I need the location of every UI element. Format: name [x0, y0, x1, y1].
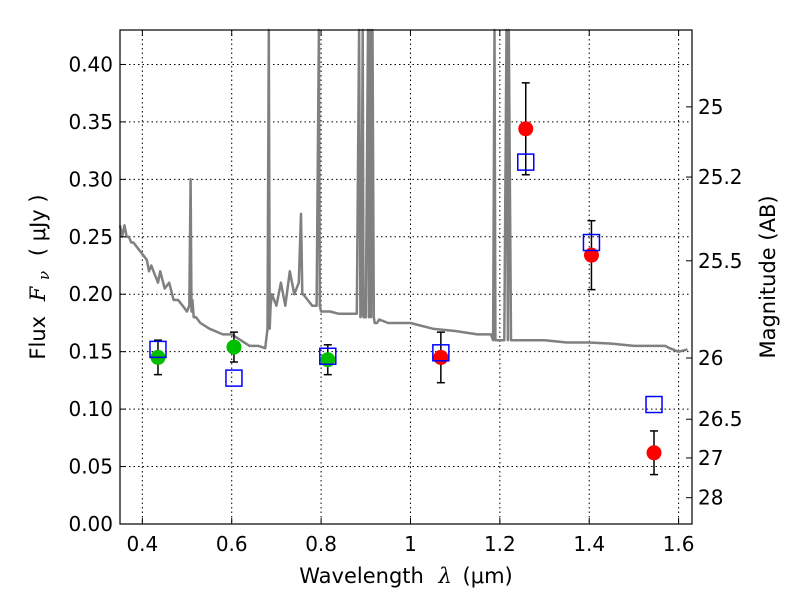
x-axis-label: Wavelength λ (μm) — [299, 564, 512, 588]
model-point — [432, 344, 450, 362]
data-point — [320, 352, 336, 368]
data-point — [518, 121, 534, 137]
x-tick-label: 1 — [404, 532, 417, 556]
y-tick-label: 0.20 — [68, 282, 113, 306]
model-point — [645, 395, 663, 414]
data-point — [583, 247, 599, 263]
errorbar-layer — [153, 82, 659, 476]
model-point — [225, 369, 243, 387]
y-tick-label: 0.40 — [68, 52, 113, 76]
y-axis-label-subscript: ν — [35, 271, 53, 280]
model-point — [582, 233, 601, 252]
tick-layer: 0.4 0.6 0.8 1 1.2 1.4 1.6 0.00 0.05 0.10 0.15 0.20 0… — [68, 30, 743, 556]
model-point — [319, 347, 337, 366]
y2-tick-label: 28 — [698, 486, 723, 510]
y-tick-label: 0.00 — [68, 512, 113, 536]
y2-axis-label: Magnitude (AB) — [756, 195, 780, 358]
y-axis-label-text: Flux — [26, 316, 50, 360]
x-tick-label: 1.4 — [573, 532, 605, 556]
x-axis-label-unit: (μm) — [463, 564, 513, 588]
y-tick-label: 0.25 — [68, 225, 113, 249]
spectrum-line — [118, 28, 688, 353]
y-tick-label: 0.35 — [68, 110, 113, 134]
model-point — [517, 153, 535, 171]
marker-layer — [149, 121, 663, 461]
y-axis-label: Flux F ν ( μJy ) — [26, 194, 54, 359]
plot-frame — [119, 29, 693, 525]
y2-tick-label: 27 — [698, 446, 723, 470]
data-point — [226, 339, 242, 355]
x-axis-label-symbol: λ — [438, 564, 452, 588]
spectrum-layer — [118, 28, 688, 353]
y-tick-label: 0.30 — [68, 167, 113, 191]
x-tick-label: 0.8 — [305, 532, 337, 556]
y-tick-label: 0.05 — [68, 455, 113, 479]
y-tick-label: 0.10 — [68, 397, 113, 421]
x-axis-label-text: Wavelength — [299, 564, 424, 588]
data-point — [646, 445, 662, 461]
x-tick-label: 0.6 — [216, 532, 248, 556]
y-axis-label-unit: ( μJy ) — [26, 194, 50, 256]
x-tick-label: 0.4 — [126, 532, 158, 556]
model-point — [149, 340, 167, 359]
x-tick-label: 1.6 — [663, 532, 695, 556]
y-axis-label-symbol: F — [26, 285, 50, 302]
y2-tick-label: 25.2 — [698, 165, 743, 189]
y2-tick-label: 25.5 — [698, 249, 743, 273]
grid-layer — [120, 30, 692, 525]
y2-tick-label: 26 — [698, 346, 723, 370]
y2-tick-label: 25 — [698, 95, 723, 119]
x-tick-label: 1.2 — [484, 532, 516, 556]
data-point — [433, 349, 449, 365]
y2-tick-label: 26.5 — [698, 407, 743, 431]
y-tick-label: 0.15 — [68, 340, 113, 364]
